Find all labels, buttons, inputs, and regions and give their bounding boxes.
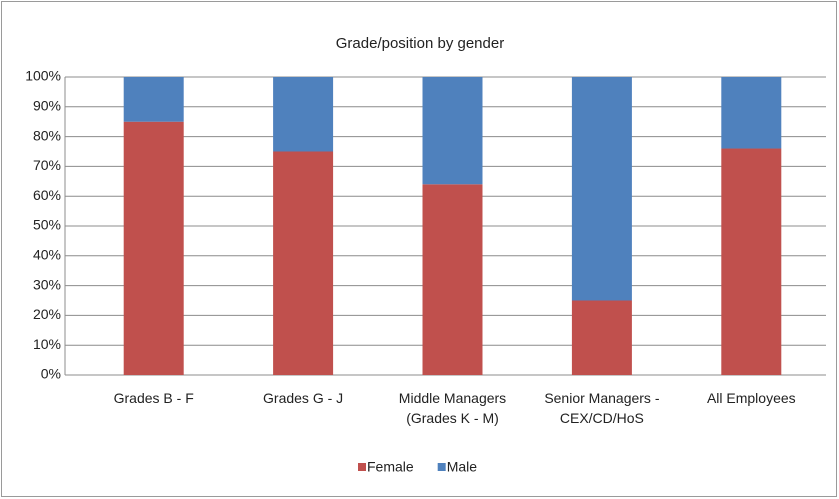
legend-label: Female: [367, 459, 414, 475]
x-tick-label: Grades G - J: [263, 390, 343, 406]
bar-segment: [422, 184, 483, 375]
x-tick-label: Senior Managers - CEX/CD/HoS: [544, 390, 660, 426]
x-tick-label-line: CEX/CD/HoS: [560, 410, 644, 426]
x-tick-label-line: Grades G - J: [263, 390, 343, 406]
bar-segment: [721, 77, 782, 149]
y-tick-label: 30%: [33, 276, 61, 292]
y-tick-label: 40%: [33, 247, 61, 263]
y-tick-label: 0%: [41, 366, 61, 382]
y-tick-label: 100%: [25, 68, 61, 84]
bar-segment: [422, 77, 483, 185]
chart-title: Grade/position by gender: [336, 35, 504, 52]
y-tick-label: 60%: [33, 187, 61, 203]
x-tick-label-line: Senior Managers -: [544, 390, 660, 406]
bar-segment: [571, 77, 632, 301]
bar-segment: [123, 77, 184, 122]
y-tick-label: 50%: [33, 217, 61, 233]
legend-swatch: [437, 463, 446, 471]
x-tick-label-line: Grades B - F: [114, 390, 194, 406]
bar-segment: [571, 300, 632, 375]
y-tick-label: 90%: [33, 98, 61, 114]
bar-segment: [273, 151, 334, 375]
y-tick-label: 80%: [33, 127, 61, 143]
x-tick-label-line: All Employees: [707, 390, 796, 406]
bar-segment: [273, 77, 334, 152]
x-tick-label: Middle Managers (Grades K - M): [399, 390, 506, 426]
legend-swatch: [358, 463, 366, 471]
y-tick-label: 70%: [33, 157, 61, 173]
x-tick-label-line: (Grades K - M): [406, 410, 499, 426]
y-tick-label: 10%: [33, 336, 61, 352]
x-tick-label: All Employees: [707, 390, 796, 406]
legend-label: Male: [447, 459, 478, 475]
bar-segment: [721, 148, 782, 375]
y-tick-label: 20%: [33, 306, 61, 322]
x-tick-label: Grades B - F: [114, 390, 194, 406]
bar-segment: [123, 121, 184, 375]
x-tick-label-line: Middle Managers: [399, 390, 506, 406]
